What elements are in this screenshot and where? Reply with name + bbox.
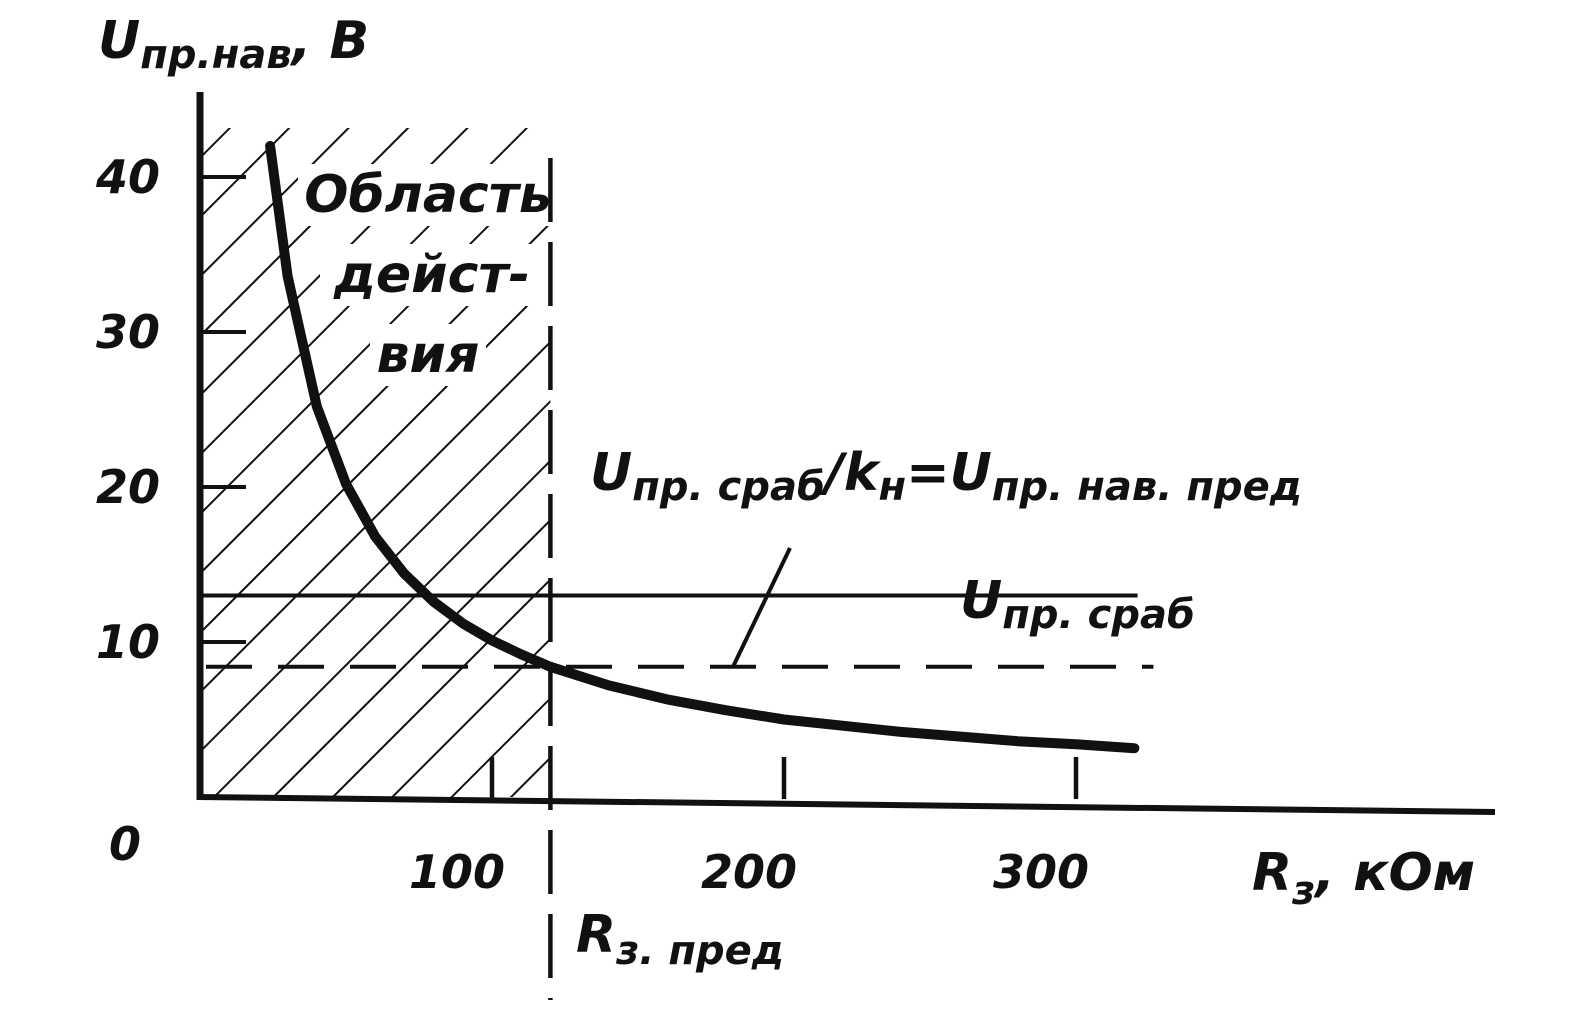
- y-tick-marks: [200, 175, 246, 644]
- x-axis-title: Rз, кОм: [1252, 843, 1475, 914]
- region-label-line: вия: [377, 325, 480, 385]
- reference-subscript: пр. нав. пред: [992, 464, 1302, 510]
- reference-separator: /k: [820, 443, 882, 503]
- y-axis-subscript: пр.нав: [140, 32, 291, 78]
- x-tick-label: 100: [409, 845, 505, 899]
- y-tick-label: 10: [96, 615, 160, 669]
- region-label-background: [298, 164, 556, 226]
- reference-label-limit: Uпр. сраб/kн=Uпр. нав. пред: [590, 443, 1302, 510]
- y-tick-label: 30: [96, 305, 160, 359]
- region-label-line: Область: [304, 165, 552, 225]
- reference-subscript: пр. сраб: [632, 464, 825, 510]
- y-axis-symbol: U: [98, 11, 140, 71]
- reference-subscript: з. пред: [615, 928, 784, 974]
- x-tick-marks: [489, 757, 1079, 799]
- y-axis-unit: , В: [290, 11, 370, 71]
- reference-equals: =U: [906, 443, 992, 503]
- reference-label-r-limit: Rз. пред: [576, 905, 784, 974]
- x-axis-unit: , кОм: [1313, 843, 1475, 903]
- region-label-background: [320, 244, 554, 306]
- region-label-line: дейст-: [333, 245, 530, 305]
- reference-subscript: н: [878, 464, 906, 510]
- y-tick-label: 20: [96, 460, 160, 514]
- x-axis-symbol: R: [1252, 843, 1292, 903]
- series-line: [265, 141, 1140, 754]
- region-label-background: [370, 324, 486, 386]
- y-tick-label: 40: [95, 150, 160, 204]
- x-axis-subscript: з: [1291, 868, 1315, 914]
- x-axis-line: [196, 794, 1496, 815]
- reference-symbol: U: [960, 571, 1002, 631]
- y-axis-title: Uпр.нав, В: [98, 11, 369, 78]
- region-hatching: [200, 128, 551, 797]
- origin-label: 0: [109, 817, 141, 871]
- x-tick-label: 200: [701, 845, 797, 899]
- reference-subscript: пр. сраб: [1002, 592, 1195, 638]
- annotation-leader-line: [731, 547, 792, 668]
- reference-symbol: U: [590, 443, 632, 503]
- reference-symbol: R: [576, 905, 616, 965]
- reference-label-trip: Uпр. сраб: [960, 571, 1195, 638]
- x-tick-label: 300: [993, 845, 1089, 899]
